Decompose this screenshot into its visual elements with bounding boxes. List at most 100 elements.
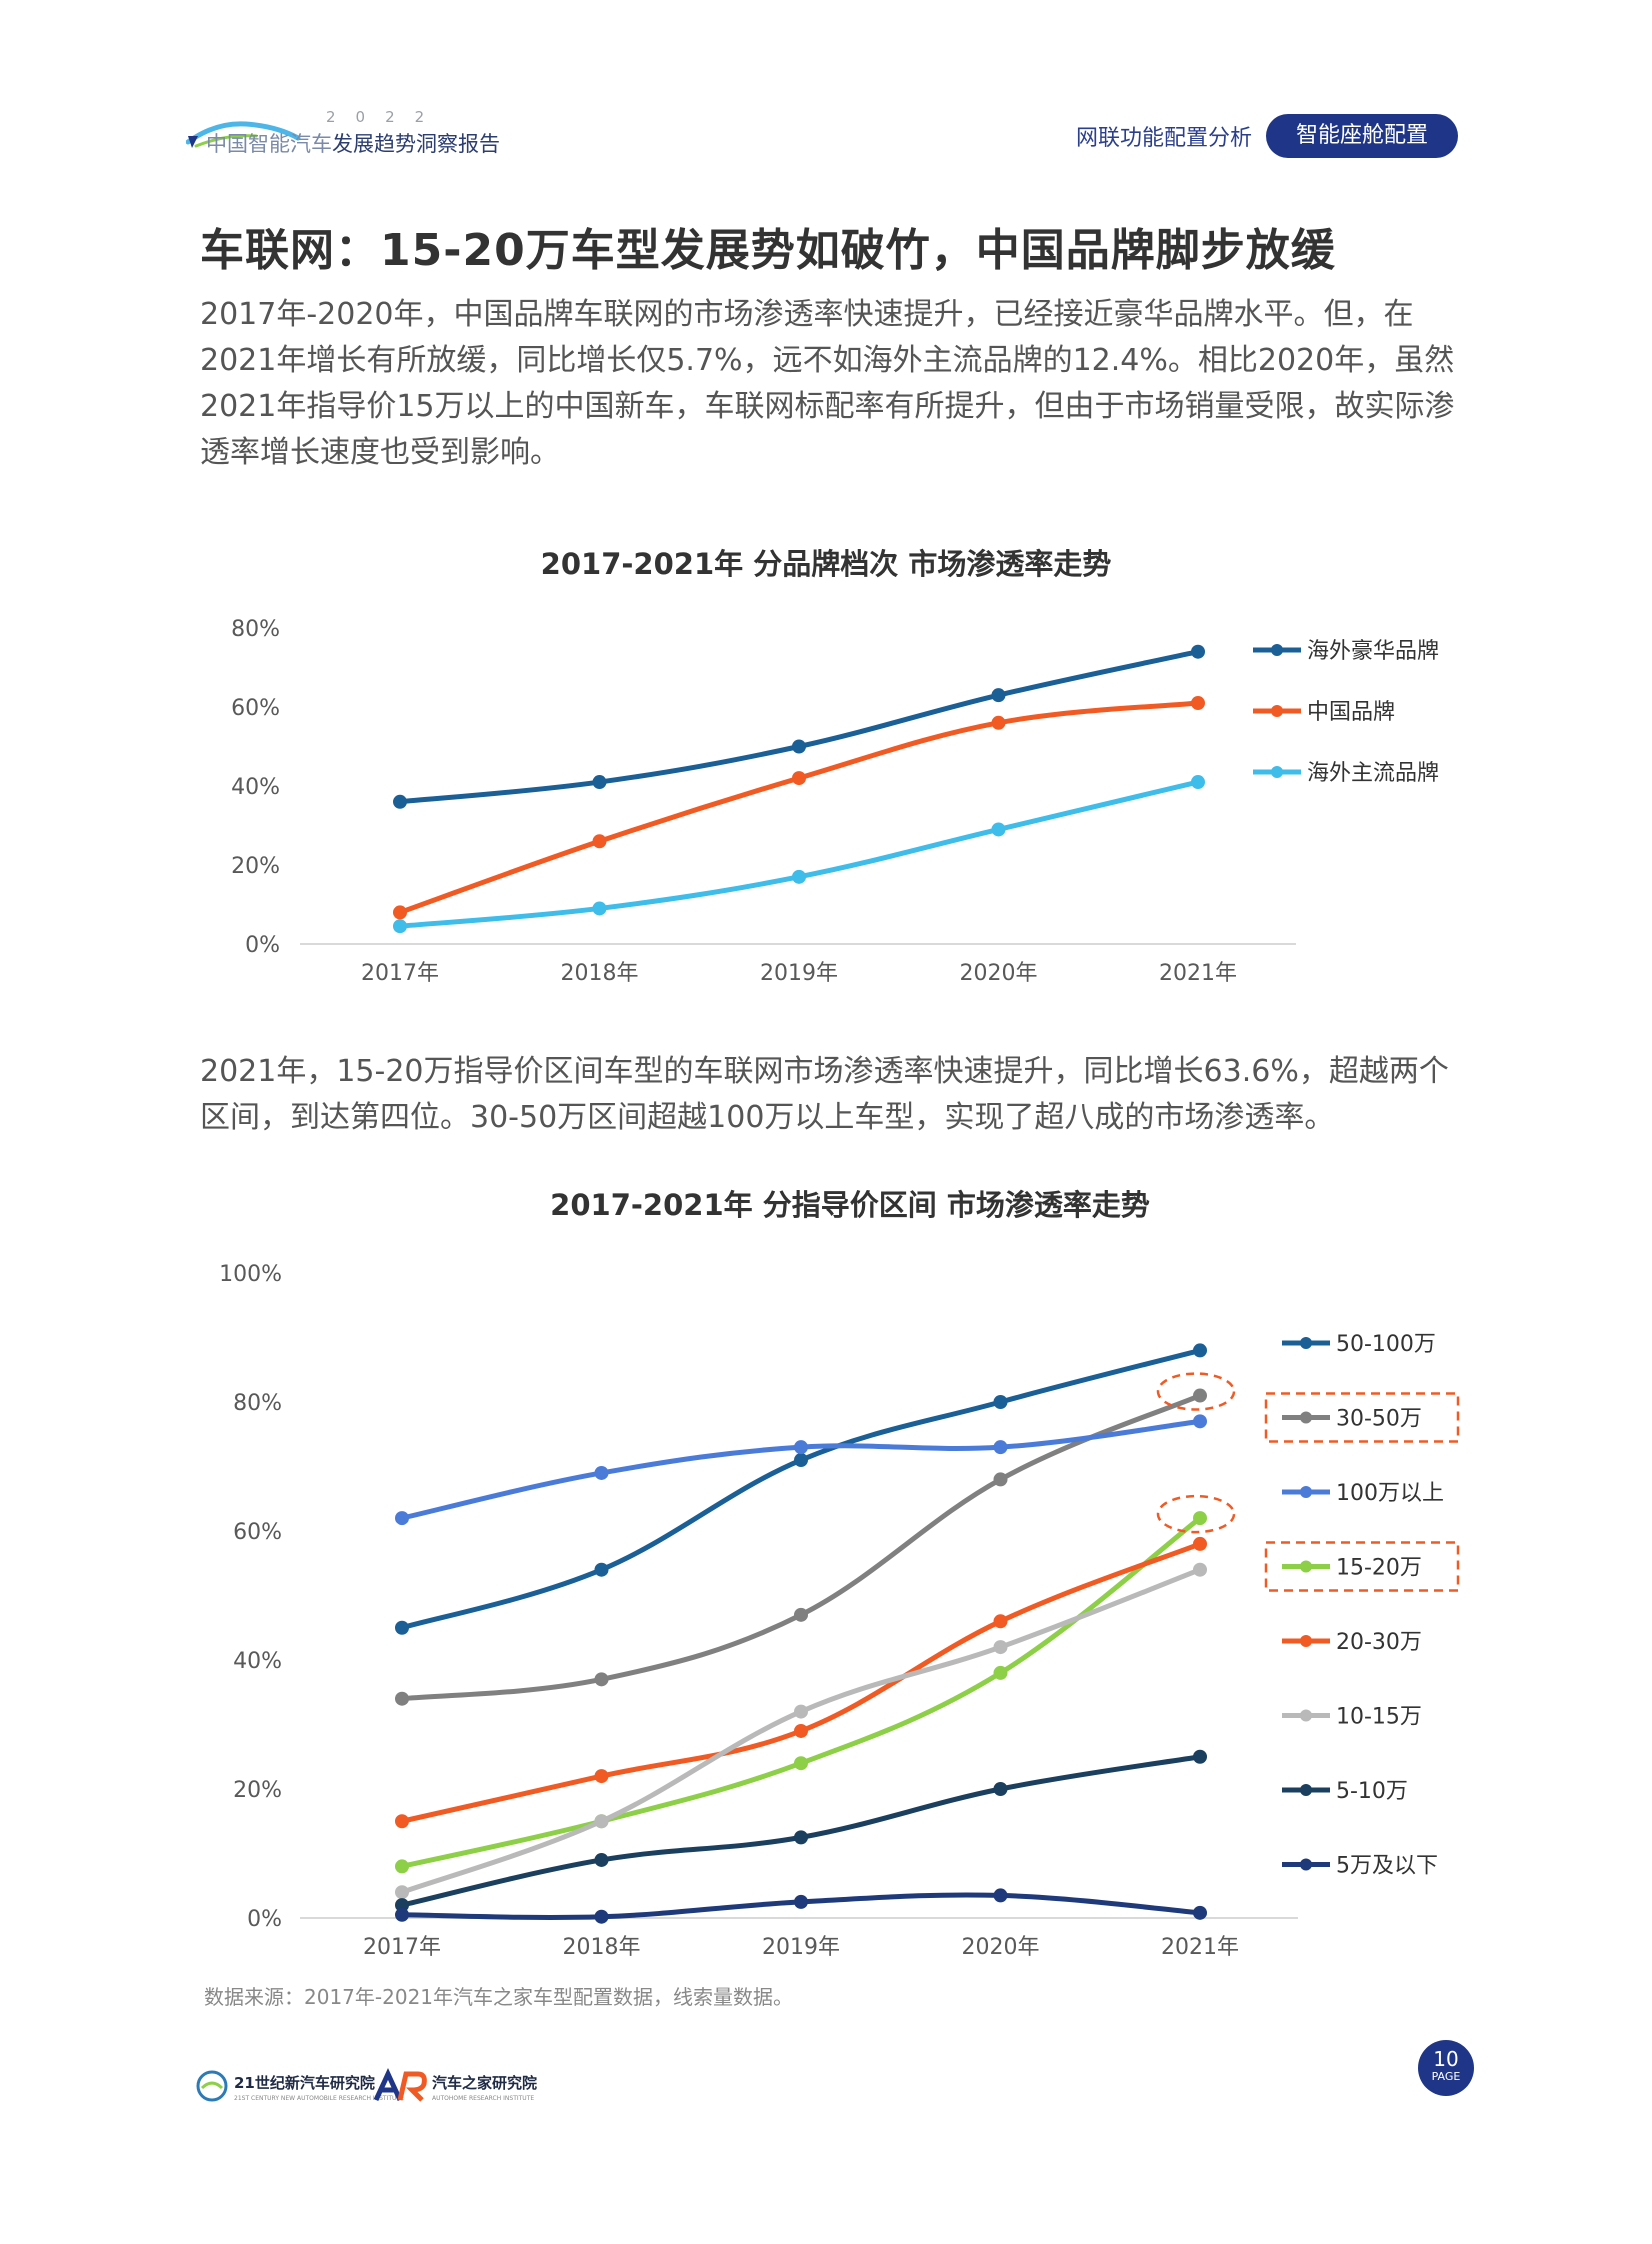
legend-marker: [1271, 644, 1283, 656]
section-nav-link[interactable]: 网联功能配置分析: [1076, 126, 1253, 151]
legend-highlight-box: [1264, 1541, 1460, 1592]
data-point: [594, 1672, 609, 1687]
page-heading: 车联网：15-20万车型发展势如破竹，中国品牌脚步放缓: [200, 225, 1336, 276]
legend-marker: [1300, 1858, 1312, 1871]
data-point: [1193, 1343, 1207, 1358]
series-line: [397, 779, 1201, 929]
page-number: 10: [1433, 2047, 1459, 2071]
y-tick-label: 100%: [219, 1262, 282, 1287]
x-tick-label: 2017年: [363, 1935, 441, 1960]
autohome-logo-icon: [373, 2068, 403, 2102]
data-point: [395, 1814, 409, 1829]
y-tick-label: 60%: [233, 1520, 282, 1545]
svg-text:21ST CENTURY NEW AUTOMOBILE RE: 21ST CENTURY NEW AUTOMOBILE RESEARCH INS…: [234, 2095, 404, 2102]
chart-title: 2017-2021年 分品牌档次 市场渗透率走势: [541, 547, 1112, 581]
y-tick-label: 20%: [233, 1778, 282, 1803]
legend-marker: [1300, 1337, 1312, 1349]
legend-marker: [1300, 1784, 1312, 1796]
report-logo-icon: [186, 121, 301, 148]
data-point: [1193, 1511, 1207, 1526]
data-point: [794, 1440, 808, 1455]
data-point: [393, 905, 407, 920]
x-tick-label: 2021年: [1161, 1935, 1239, 1960]
data-point: [1193, 1536, 1207, 1551]
data-point: [1191, 696, 1205, 711]
legend-marker: [1271, 705, 1283, 717]
series-line: [399, 1541, 1203, 1824]
svg-text:AUTOHOME RESEARCH INSTITUTE: AUTOHOME RESEARCH INSTITUTE: [432, 2095, 534, 2102]
data-point: [993, 1614, 1008, 1629]
legend-label: 海外主流品牌: [1307, 761, 1439, 786]
data-point: [592, 775, 607, 790]
data-point: [1193, 1414, 1207, 1429]
x-tick-label: 2021年: [1159, 961, 1237, 986]
data-point: [1193, 1905, 1207, 1920]
data-point: [991, 688, 1006, 703]
legend-marker: [1300, 1560, 1312, 1573]
data-point: [794, 1756, 808, 1771]
data-point: [1191, 644, 1205, 659]
price-range-paragraph: 2021年，15-20万指导价区间车型的车联网市场渗透率快速提升，同比增长63.…: [200, 1054, 1449, 1135]
y-tick-label: 40%: [233, 1649, 282, 1674]
x-tick-label: 2017年: [361, 961, 439, 986]
y-tick-label: 0%: [247, 1907, 282, 1932]
report-title-light: 中国智能汽车: [206, 132, 332, 156]
x-tick-label: 2018年: [563, 1935, 641, 1960]
y-tick-label: 60%: [231, 696, 280, 721]
data-point: [993, 1782, 1008, 1796]
data-point: [991, 822, 1006, 837]
data-point: [395, 1898, 409, 1913]
data-point: [993, 1640, 1008, 1655]
institute-21c-logo-icon: [196, 2070, 228, 2102]
report-title-dark: 发展趋势洞察报告: [332, 132, 500, 156]
series-line: [399, 1418, 1203, 1521]
page-number-badge: 10 PAGE: [1418, 2040, 1474, 2096]
brand-tier-line-chart: 2017-2021年 分品牌档次 市场渗透率走势 0% 20% 40% 60% 80% 20…: [231, 547, 1439, 986]
report-title: 中国智能汽车发展趋势洞察报告: [206, 128, 500, 158]
data-point: [794, 1704, 808, 1719]
section-nav-active-tab[interactable]: 智能座舱配置: [1266, 114, 1458, 158]
data-point: [794, 1607, 808, 1622]
data-point: [794, 1894, 808, 1909]
legend-label: 海外豪华品牌: [1307, 639, 1439, 664]
data-point: [594, 1814, 609, 1829]
footer-org1: 21世纪新汽车研究院: [234, 2074, 375, 2092]
legend-label: 中国品牌: [1307, 700, 1395, 725]
data-point: [993, 1472, 1008, 1487]
data-point: [395, 1907, 409, 1922]
data-point: [395, 1511, 409, 1526]
x-tick-label: 2019年: [760, 961, 838, 986]
data-point: [393, 794, 407, 809]
data-point: [792, 739, 806, 754]
y-tick-label: 20%: [231, 854, 280, 879]
data-point: [395, 1885, 409, 1900]
legend-marker: [1300, 1635, 1312, 1647]
legend-label: 5万及以下: [1336, 1854, 1438, 1879]
y-tick-label: 80%: [231, 617, 280, 642]
data-point: [594, 1465, 609, 1480]
data-point: [1193, 1562, 1207, 1577]
footer-logos: 21世纪新汽车研究院 21ST CENTURY NEW AUTOMOBILE R…: [196, 2068, 537, 2102]
legend-marker: [1271, 766, 1283, 778]
data-source-note: 数据来源：2017年-2021年汽车之家车型配置数据，线索量数据。: [204, 1985, 794, 2009]
data-point: [395, 1620, 409, 1635]
data-point: [395, 1691, 409, 1706]
highlight-ellipse: [1156, 1372, 1236, 1411]
data-point: [993, 1395, 1008, 1409]
y-tick-label: 40%: [231, 775, 280, 800]
data-point: [594, 1562, 609, 1577]
data-point: [594, 1909, 609, 1924]
y-tick-label: 0%: [245, 933, 280, 958]
data-point: [1191, 775, 1205, 790]
data-point: [1193, 1388, 1207, 1403]
data-point: [395, 1859, 409, 1874]
x-tick-label: 2020年: [960, 961, 1038, 986]
legend-highlight-box: [1264, 1392, 1460, 1443]
report-year: 2022: [326, 108, 445, 126]
data-point: [1193, 1749, 1207, 1764]
data-point: [594, 1769, 609, 1784]
data-point: [993, 1440, 1008, 1455]
footer-org2: 汽车之家研究院: [432, 2074, 537, 2092]
legend-marker: [1300, 1709, 1312, 1722]
data-point: [594, 1852, 609, 1867]
